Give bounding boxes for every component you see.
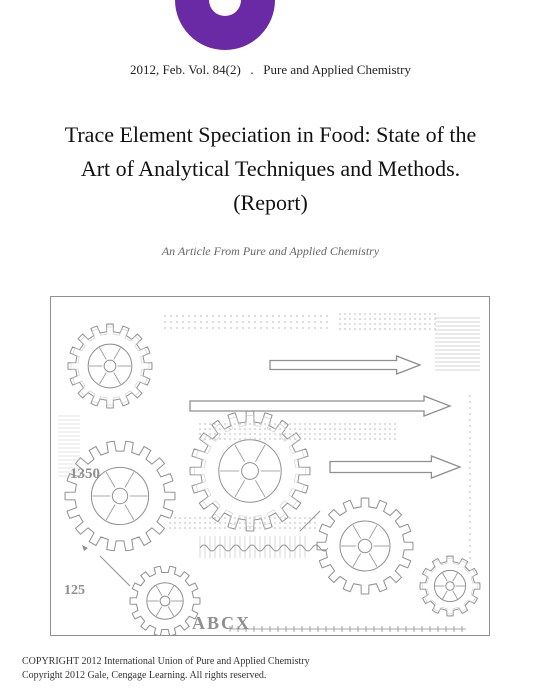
accent-circle bbox=[175, 0, 275, 50]
issue-text: 2012, Feb. Vol. 84(2) bbox=[130, 62, 241, 77]
article-title: Trace Element Speciation in Food: State … bbox=[30, 118, 511, 220]
cover-page: 2012, Feb. Vol. 84(2) . Pure and Applied… bbox=[0, 0, 541, 700]
copyright-line-1: COPYRIGHT 2012 International Union of Pu… bbox=[22, 655, 519, 669]
title-line-2: Art of Analytical Techniques and Methods… bbox=[30, 152, 511, 186]
title-line-3: (Report) bbox=[30, 186, 511, 220]
copyright-line-2: Copyright 2012 Gale, Cengage Learning. A… bbox=[22, 669, 519, 683]
svg-text:1350: 1350 bbox=[70, 466, 100, 482]
issue-meta: 2012, Feb. Vol. 84(2) . Pure and Applied… bbox=[0, 62, 541, 78]
title-line-1: Trace Element Speciation in Food: State … bbox=[30, 118, 511, 152]
svg-text:125: 125 bbox=[64, 583, 85, 598]
cover-illustration: 1350 125 ABCX bbox=[50, 296, 490, 636]
journal-name: Pure and Applied Chemistry bbox=[263, 62, 411, 77]
article-subtitle: An Article From Pure and Applied Chemist… bbox=[0, 244, 541, 259]
meta-separator: . bbox=[244, 62, 260, 78]
copyright-block: COPYRIGHT 2012 International Union of Pu… bbox=[22, 655, 519, 682]
svg-text:ABCX: ABCX bbox=[192, 613, 251, 633]
